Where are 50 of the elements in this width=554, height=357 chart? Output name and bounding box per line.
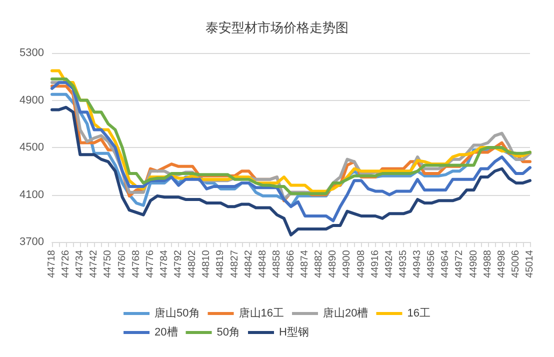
x-tick-label: 44750 — [102, 250, 114, 278]
x-tick-label: 44998 — [496, 250, 508, 278]
legend-label: 唐山20槽 — [323, 306, 368, 320]
x-tick-label: 44827 — [229, 250, 240, 278]
x-tick-label: 44768 — [130, 250, 142, 278]
x-tick-label: 44956 — [426, 250, 438, 278]
x-tick-label: 44890 — [328, 250, 339, 278]
x-tick-label: 44802 — [187, 250, 198, 278]
x-tick-label: 44900 — [342, 250, 353, 278]
x-tick-label: 44916 — [370, 250, 381, 278]
line-series — [50, 81, 532, 222]
legend-label: 20槽 — [154, 326, 178, 338]
x-tick-label: 44980 — [468, 250, 480, 278]
x-tick-label: 44908 — [356, 250, 367, 278]
x-tick-label: 44866 — [286, 250, 296, 278]
x-tick-label: 44776 — [144, 250, 156, 278]
x-tick-label: 44742 — [88, 250, 100, 278]
x-tick-label: 44882 — [314, 250, 325, 278]
x-tick-label: 44874 — [300, 250, 311, 278]
legend-label: 16工 — [407, 308, 430, 320]
y-tick-label: 4100 — [20, 188, 44, 201]
x-tick-label: 45014 — [524, 250, 536, 278]
y-tick-label: 3700 — [20, 236, 44, 248]
x-tick-label: 44784 — [158, 250, 170, 278]
y-tick-label: 4500 — [20, 142, 44, 154]
legend-label: 唐山50角 — [154, 306, 200, 320]
x-tick-label: 44988 — [482, 250, 494, 278]
x-tick-label: 44935 — [398, 250, 409, 278]
x-tick-label: 44848 — [257, 250, 268, 278]
x-tick-label: 44964 — [440, 250, 452, 278]
y-tick-label: 4900 — [20, 94, 44, 106]
chart-title: 泰安型材市场价格走势图 — [206, 20, 348, 35]
x-tick-label: 44858 — [271, 250, 282, 278]
line-series — [50, 106, 532, 236]
y-tick-label: 5300 — [20, 47, 44, 59]
x-tick-label: 44792 — [173, 250, 184, 278]
x-tick-label: 44760 — [116, 250, 128, 278]
x-tick-label: 44819 — [215, 250, 226, 278]
x-tick-label: 44943 — [412, 250, 424, 278]
x-tick-label: 44842 — [243, 250, 254, 278]
legend-label: 50角 — [216, 326, 240, 338]
x-tick-label: 44810 — [201, 250, 212, 278]
x-tick-label: 44972 — [454, 250, 466, 278]
x-tick-label: 44718 — [46, 250, 58, 278]
x-tick-label: 45006 — [510, 250, 522, 278]
x-tick-label: 44734 — [74, 250, 86, 278]
legend-label: H型钢 — [279, 326, 309, 338]
x-tick-label: 44924 — [384, 250, 395, 278]
x-tick-label: 44726 — [60, 250, 72, 278]
legend-label: 唐山16工 — [238, 306, 284, 320]
